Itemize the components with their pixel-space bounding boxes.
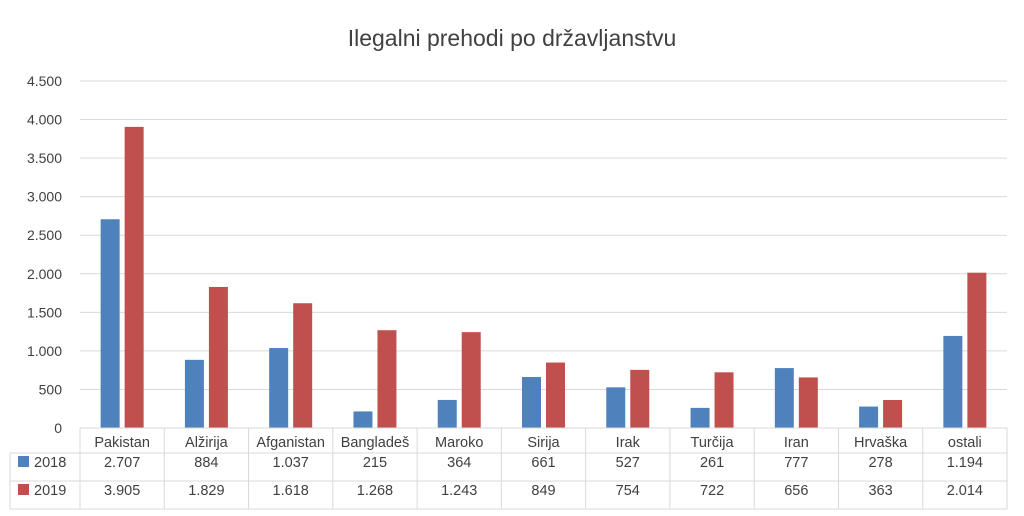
data-table-cell: 849: [531, 483, 555, 499]
y-tick-label: 0: [54, 420, 62, 436]
bar-2019: [883, 400, 903, 428]
y-tick-label: 3.500: [27, 150, 62, 166]
bar-2019: [293, 303, 313, 428]
data-table-cell: 656: [784, 483, 808, 499]
y-tick-label: 2.000: [27, 266, 62, 282]
y-tick-label: 4.500: [27, 73, 62, 89]
data-table-cell: 1.268: [357, 483, 393, 499]
bar-2018: [353, 411, 373, 428]
category-label: Maroko: [435, 435, 483, 451]
bar-2019: [630, 369, 650, 428]
data-table-cell: 1.243: [441, 483, 477, 499]
data-table-cell: 1.194: [947, 455, 983, 471]
category-label: Irak: [616, 435, 641, 451]
bar-2019: [546, 362, 565, 428]
bar-2018: [690, 407, 710, 428]
category-label: Sirija: [527, 435, 560, 451]
data-table-cell: 527: [616, 455, 640, 471]
bar-2019: [714, 372, 734, 428]
bar-2019: [461, 332, 481, 428]
bar-2018: [859, 406, 879, 428]
category-label: Afganistan: [256, 435, 325, 451]
y-tick-label: 3.000: [27, 189, 62, 205]
data-table-cell: 777: [784, 455, 808, 471]
data-table-cell: 3.905: [104, 483, 140, 499]
bar-2018: [774, 368, 794, 428]
bar-2019: [377, 330, 397, 428]
bar-2018: [100, 219, 120, 428]
y-tick-label: 1.000: [27, 343, 62, 359]
data-table-cell: 215: [363, 455, 387, 471]
legend-key-2019: [18, 484, 29, 495]
y-tick-label: 2.500: [27, 227, 62, 243]
bar-2018: [606, 387, 626, 428]
data-table-cell: 1.829: [188, 483, 224, 499]
legend-key-2018: [18, 456, 29, 467]
data-table-cell: 364: [447, 455, 471, 471]
data-table-cell: 1.618: [273, 483, 309, 499]
data-table-cell: 363: [868, 483, 892, 499]
bar-2018: [184, 359, 204, 428]
y-tick-label: 1.500: [27, 304, 62, 320]
data-table-cell: 1.037: [273, 455, 309, 471]
bar-2018: [522, 377, 541, 428]
bar-2018: [437, 399, 457, 428]
data-table: Pakistan Alžirija Afganistan Bangladeš Marok…: [9, 427, 1008, 510]
bar-2019: [967, 272, 987, 428]
category-label: Hrvaška: [854, 435, 908, 451]
data-table-cell: 2.014: [947, 483, 983, 499]
chart-title: Ilegalni prehodi po državljanstvu: [348, 25, 677, 51]
category-label: Pakistan: [94, 435, 150, 451]
category-label: Iran: [784, 435, 809, 451]
bars-layer: [100, 126, 987, 429]
data-table-cell: 754: [616, 483, 640, 499]
y-tick-label: 500: [39, 381, 63, 397]
category-label: Turčija: [691, 435, 735, 451]
data-table-cell: 661: [531, 455, 555, 471]
category-label: ostali: [948, 435, 982, 451]
data-table-cell: 261: [700, 455, 724, 471]
bar-2018: [269, 348, 289, 428]
category-label: Alžirija: [185, 435, 229, 451]
y-tick-label: 4.000: [27, 112, 62, 128]
bar-2018: [943, 335, 963, 428]
bar-2019: [124, 126, 144, 429]
data-table-cell: 2.707: [104, 455, 140, 471]
data-table-cell: 278: [868, 455, 892, 471]
data-table-cell: 884: [194, 455, 218, 471]
y-axis-ticks: 0 500 1.000 1.500 2.000 2.500 3.000 3.500 4.000 4…: [27, 73, 62, 436]
legend-label: 2018: [34, 455, 66, 471]
data-table-cell: 722: [700, 483, 724, 499]
grid-layer: [80, 80, 1007, 429]
bar-2019: [798, 377, 818, 428]
legend-label: 2019: [34, 483, 66, 499]
category-label: Bangladeš: [341, 435, 410, 451]
bar-2019: [208, 286, 228, 428]
